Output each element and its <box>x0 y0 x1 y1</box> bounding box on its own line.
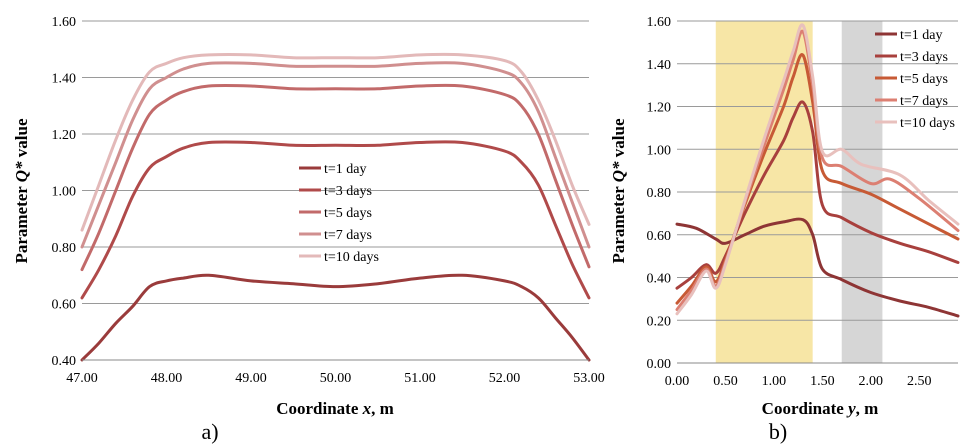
chart-b-legend-label-5: t=10 days <box>900 116 955 131</box>
chart-b-y-tick-label: 0.40 <box>647 272 672 287</box>
chart-a-x-axis-title: Coordinate x, m <box>276 399 394 418</box>
chart-b: 0.00 0.20 0.40 0.60 0.80 1.00 1.20 1.40 1.60 0.0… <box>609 15 960 444</box>
chart-a-legend-label-2: t=3 days <box>324 184 372 199</box>
chart-a-y-tick-label: 1.00 <box>52 185 77 200</box>
chart-b-y-tick-label: 1.20 <box>647 101 672 116</box>
chart-a-x-tick-labels: 47.00 48.00 49.00 50.00 51.00 52.00 53.00 <box>66 371 605 386</box>
chart-b-y-tick-label: 1.40 <box>647 58 672 73</box>
chart-b-y-tick-label: 0.60 <box>647 229 672 244</box>
chart-a-x-tick-label: 48.00 <box>151 371 183 386</box>
chart-a-legend: t=1 day t=3 days t=5 days t=7 days t=10 days <box>299 162 379 265</box>
chart-a-x-tick-label: 53.00 <box>573 371 605 386</box>
chart-a-legend-label-1: t=1 day <box>324 162 367 177</box>
chart-a-legend-label-3: t=5 days <box>324 206 372 221</box>
chart-a-y-tick-label: 1.20 <box>52 128 77 143</box>
chart-a-y-tick-label: 0.80 <box>52 241 77 256</box>
chart-b-y-tick-label: 0.20 <box>647 314 672 329</box>
chart-b-x-tick-label: 2.50 <box>907 374 932 389</box>
chart-b-y-tick-labels: 0.00 0.20 0.40 0.60 0.80 1.00 1.20 1.40 1.60 <box>647 15 672 372</box>
chart-a-y-tick-label: 1.40 <box>52 72 77 87</box>
chart-b-x-tick-label: 2.00 <box>859 374 884 389</box>
chart-a-series-line-2 <box>80 140 591 300</box>
chart-a-series-line-5 <box>80 52 591 232</box>
chart-a-x-tick-label: 50.00 <box>320 371 352 386</box>
chart-b-x-tick-label: 1.00 <box>762 374 787 389</box>
chart-b-panel-label: b) <box>769 419 787 444</box>
chart-b-legend-label-3: t=5 days <box>900 72 948 87</box>
chart-a-legend-label-4: t=7 days <box>324 228 372 243</box>
chart-b-y-tick-label: 0.80 <box>647 186 672 201</box>
chart-b-series-line-2 <box>675 100 960 290</box>
chart-b-y-tick-label: 1.00 <box>647 143 672 158</box>
chart-a-x-tick-label: 52.00 <box>489 371 521 386</box>
chart-a-series <box>80 52 591 362</box>
chart-b-x-tick-label: 0.00 <box>665 374 690 389</box>
chart-b-x-tick-label: 0.50 <box>713 374 738 389</box>
chart-a-panel-label: a) <box>201 419 218 444</box>
chart-b-gridlines <box>677 20 958 321</box>
chart-b-x-tick-labels: 0.00 0.50 1.00 1.50 2.00 2.50 <box>665 374 932 389</box>
chart-b-legend-label-2: t=3 days <box>900 50 948 65</box>
chart-a-legend-label-5: t=10 days <box>324 250 379 265</box>
chart-b-series <box>675 23 960 318</box>
chart-a-y-tick-label: 0.60 <box>52 298 77 313</box>
chart-b-series-line-1 <box>675 217 960 318</box>
chart-a-x-tick-label: 49.00 <box>235 371 267 386</box>
chart-a-y-tick-labels: 0.40 0.60 0.80 1.00 1.20 1.40 1.60 <box>52 15 77 369</box>
chart-b-y-axis-title: Parameter Q* value <box>609 118 628 264</box>
chart-b-x-axis-title: Coordinate y, m <box>762 399 879 418</box>
chart-b-y-tick-label: 1.60 <box>647 15 672 30</box>
chart-b-y-tick-label: 0.00 <box>647 357 672 372</box>
chart-b-legend-label-1: t=1 day <box>900 28 943 43</box>
chart-a-x-tick-label: 47.00 <box>66 371 98 386</box>
chart-a-y-tick-label: 1.60 <box>52 15 77 30</box>
chart-a-y-tick-label: 0.40 <box>52 354 77 369</box>
chart-a-series-line-1 <box>80 273 591 362</box>
chart-b-x-tick-label: 1.50 <box>810 374 835 389</box>
chart-b-legend-label-4: t=7 days <box>900 94 948 109</box>
chart-a: 0.400.600.801.001.201.401.60 47.00 48.00 4… <box>12 15 605 444</box>
chart-b-series-line-5 <box>675 23 960 316</box>
chart-a-x-tick-label: 51.00 <box>404 371 436 386</box>
chart-a-series-line-4 <box>80 61 591 249</box>
chart-a-y-axis-title: Parameter Q* value <box>12 118 31 264</box>
chart-a-series-line-3 <box>80 83 591 272</box>
chart-b-legend: t=1 day t=3 days t=5 days t=7 days t=10 days <box>875 28 955 131</box>
